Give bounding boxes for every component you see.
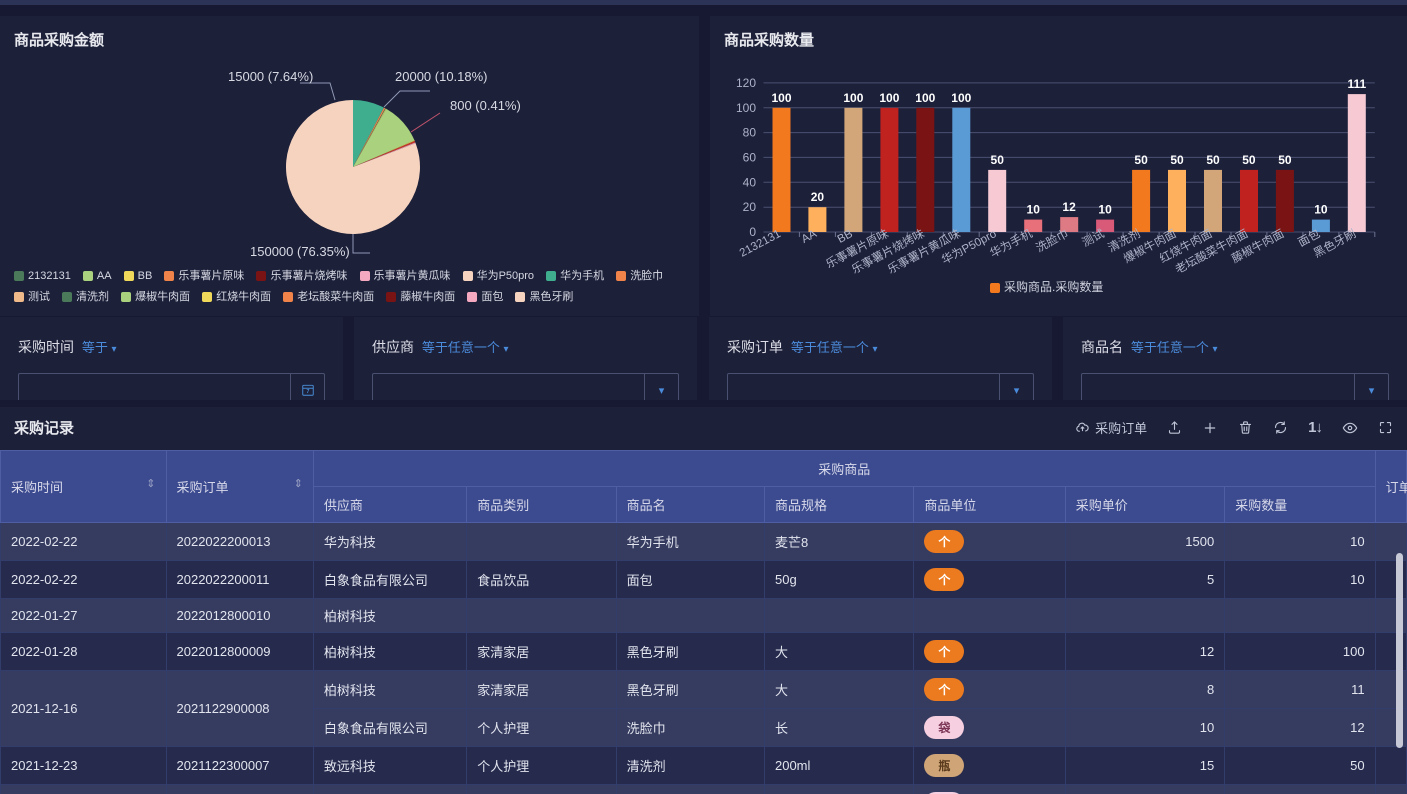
svg-text:20: 20: [811, 190, 825, 204]
svg-text:50: 50: [1278, 153, 1292, 167]
svg-text:100: 100: [951, 91, 971, 105]
svg-text:50: 50: [1134, 153, 1148, 167]
svg-text:111: 111: [1347, 77, 1366, 91]
svg-text:10: 10: [1314, 203, 1328, 217]
svg-text:80: 80: [743, 126, 757, 140]
svg-text:100: 100: [879, 91, 899, 105]
svg-text:120: 120: [736, 76, 756, 90]
svg-text:7: 7: [306, 389, 309, 395]
svg-text:12: 12: [1062, 200, 1076, 214]
svg-text:10: 10: [1098, 203, 1112, 217]
svg-text:100: 100: [771, 91, 791, 105]
svg-text:10: 10: [1027, 203, 1041, 217]
svg-text:0: 0: [749, 225, 756, 239]
svg-text:60: 60: [743, 150, 757, 164]
svg-text:100: 100: [843, 91, 863, 105]
svg-text:20: 20: [743, 200, 757, 214]
svg-text:50: 50: [1242, 153, 1256, 167]
svg-text:40: 40: [743, 175, 757, 189]
svg-text:100: 100: [915, 91, 935, 105]
svg-text:50: 50: [991, 153, 1005, 167]
svg-text:50: 50: [1206, 153, 1220, 167]
svg-text:2132131: 2132131: [738, 228, 783, 260]
svg-text:100: 100: [736, 101, 756, 115]
svg-text:50: 50: [1170, 153, 1184, 167]
